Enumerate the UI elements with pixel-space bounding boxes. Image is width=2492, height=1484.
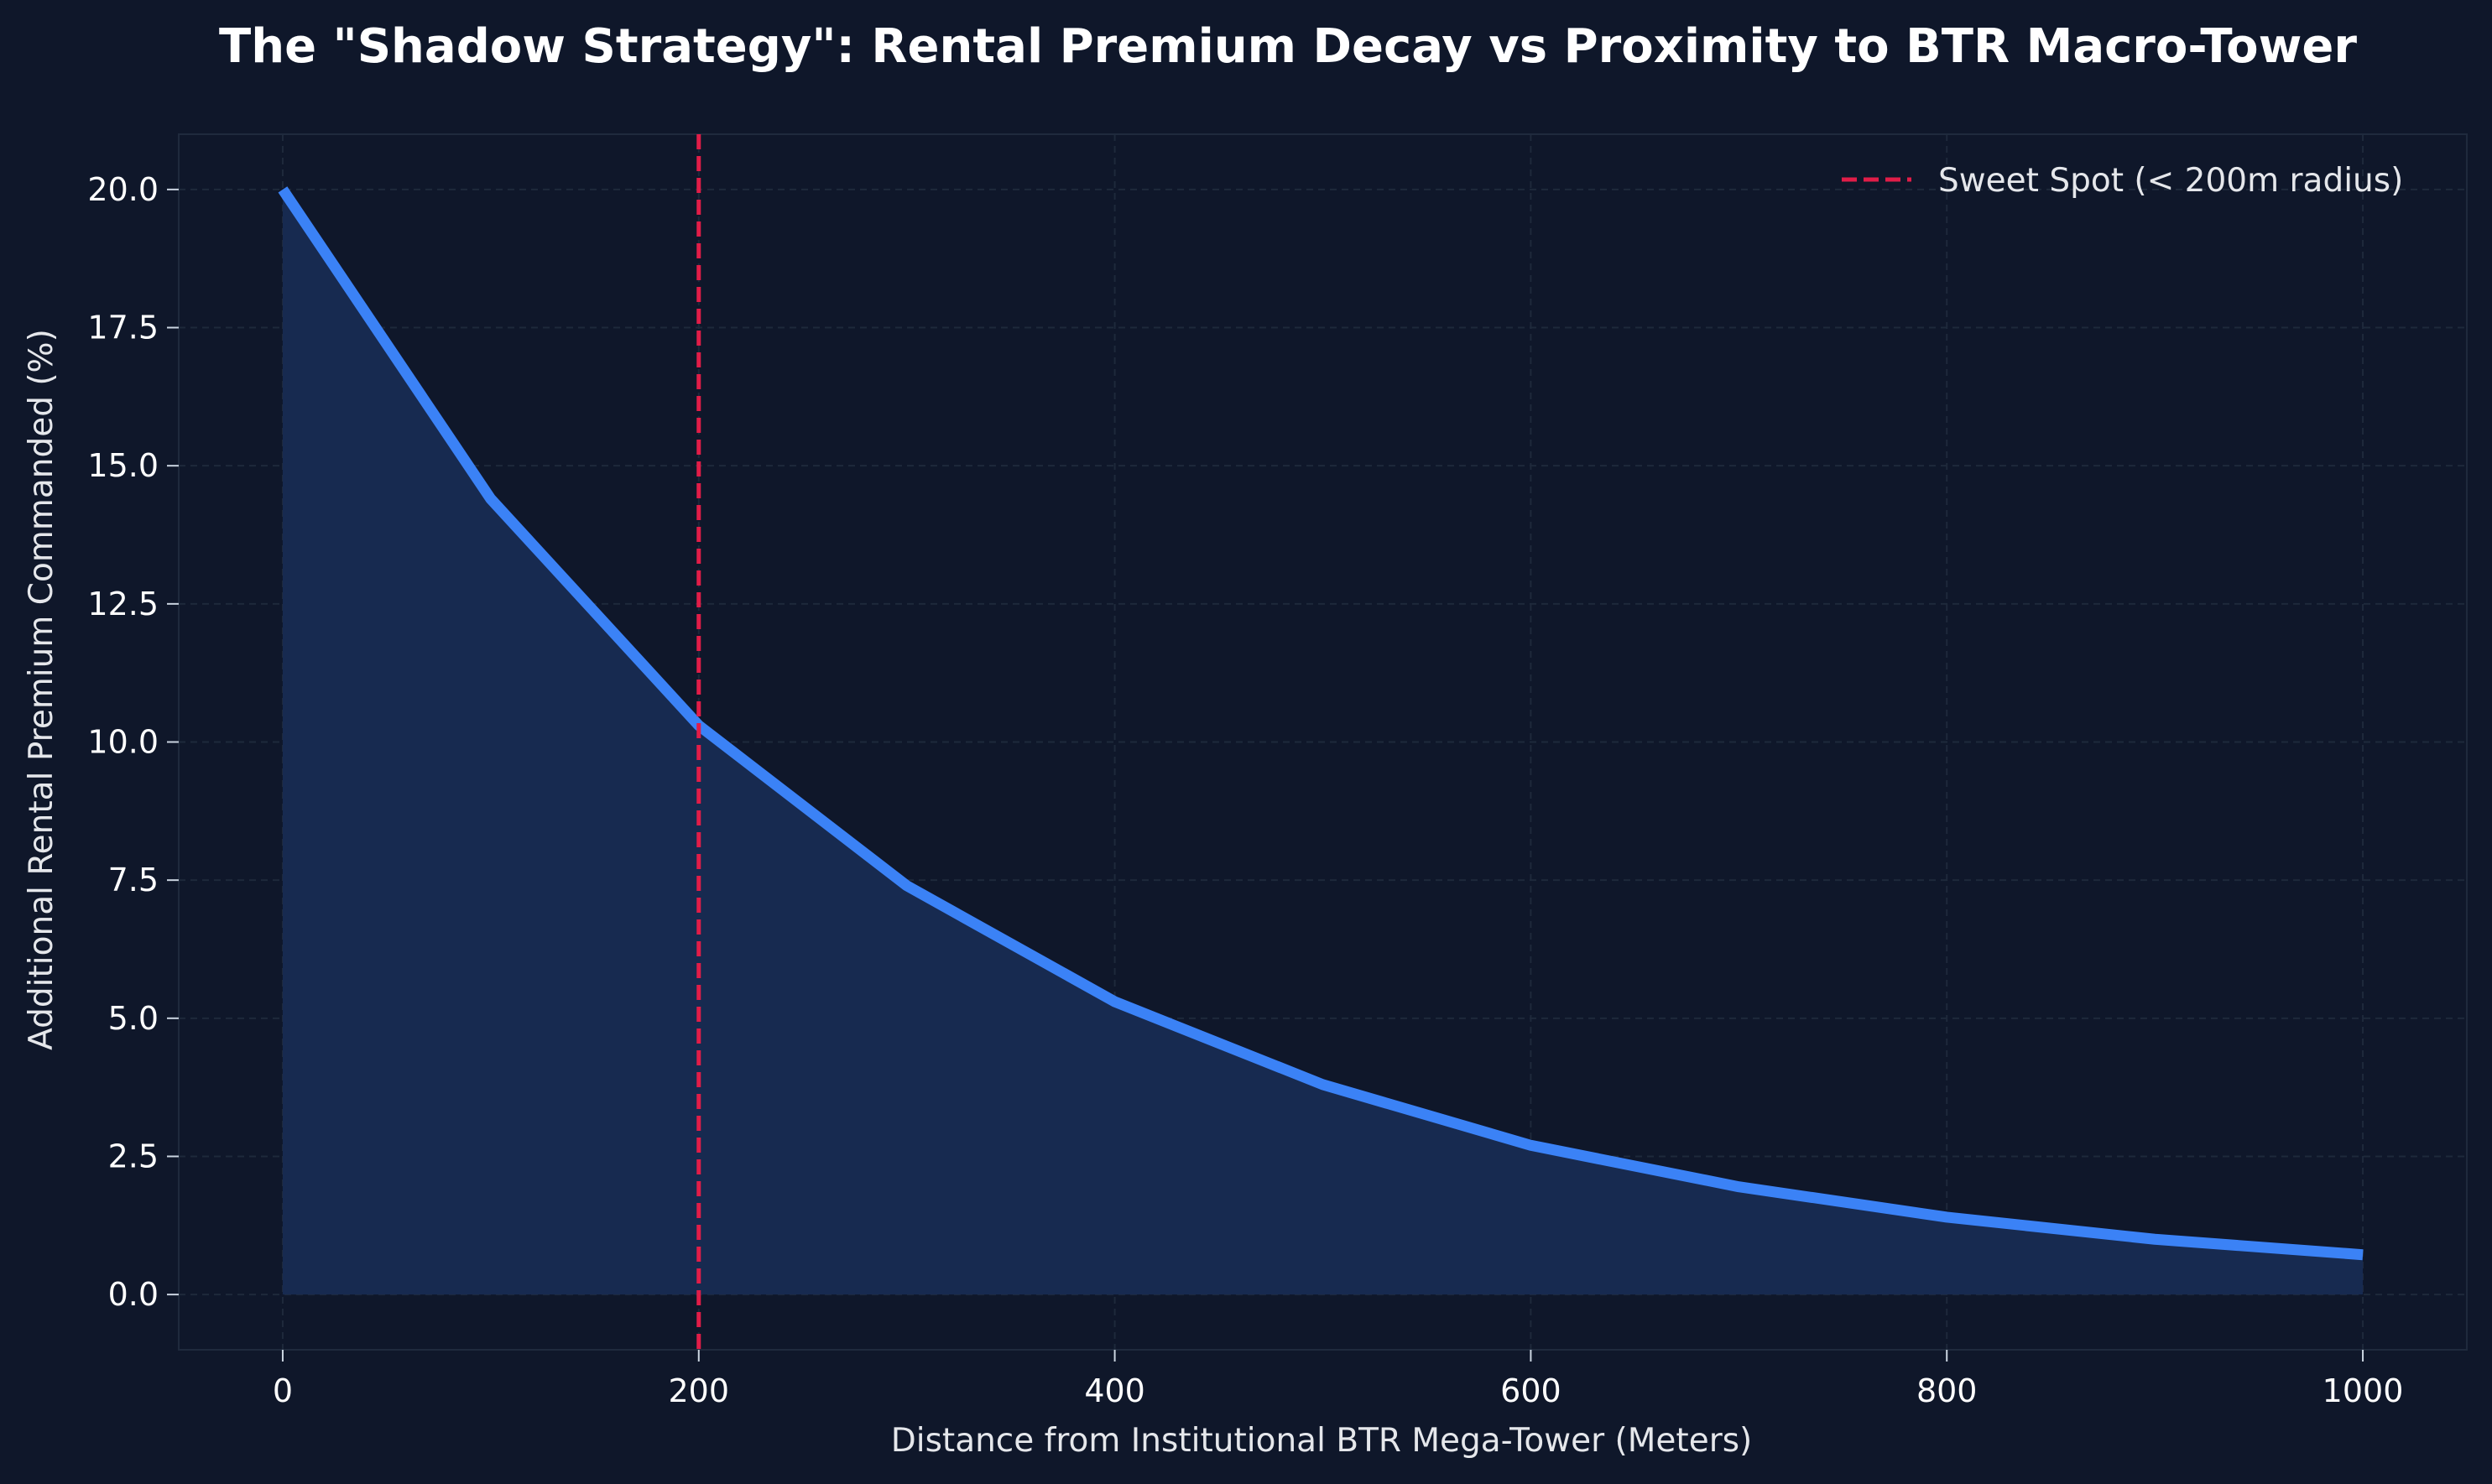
x-tick-label: 800 bbox=[1916, 1372, 1978, 1409]
y-axis-label: Additional Rental Premium Commanded (%) bbox=[23, 329, 60, 1050]
y-tick-label: 7.5 bbox=[108, 862, 159, 898]
y-tick-label: 17.5 bbox=[87, 310, 159, 346]
x-tick-label: 0 bbox=[273, 1372, 293, 1409]
chart-title: The "Shadow Strategy": Rental Premium De… bbox=[219, 19, 2357, 74]
legend-label: Sweet Spot (< 200m radius) bbox=[1938, 162, 2403, 200]
x-tick-label: 1000 bbox=[2323, 1372, 2404, 1409]
legend: Sweet Spot (< 200m radius) bbox=[1842, 162, 2403, 200]
x-axis-label: Distance from Institutional BTR Mega-Tow… bbox=[891, 1422, 1753, 1460]
y-tick-label: 2.5 bbox=[108, 1138, 159, 1174]
y-tick-label: 12.5 bbox=[87, 586, 159, 622]
x-tick-label: 400 bbox=[1084, 1372, 1145, 1409]
series-line bbox=[278, 186, 2364, 1261]
series-area-fill bbox=[282, 189, 2364, 1295]
y-tick-label: 0.0 bbox=[108, 1276, 159, 1313]
y-tick-label: 5.0 bbox=[108, 1000, 159, 1037]
y-tick-label: 20.0 bbox=[87, 171, 159, 208]
x-tick-label: 200 bbox=[669, 1372, 730, 1409]
y-tick-label: 15.0 bbox=[87, 447, 159, 484]
y-tick-label: 10.0 bbox=[87, 724, 159, 761]
x-tick-label: 600 bbox=[1500, 1372, 1561, 1409]
plot-area: 0 200 400 600 800 1000 0.0 2.5 5.0 7.5 10.0 12.5 15.… bbox=[87, 133, 2468, 1409]
